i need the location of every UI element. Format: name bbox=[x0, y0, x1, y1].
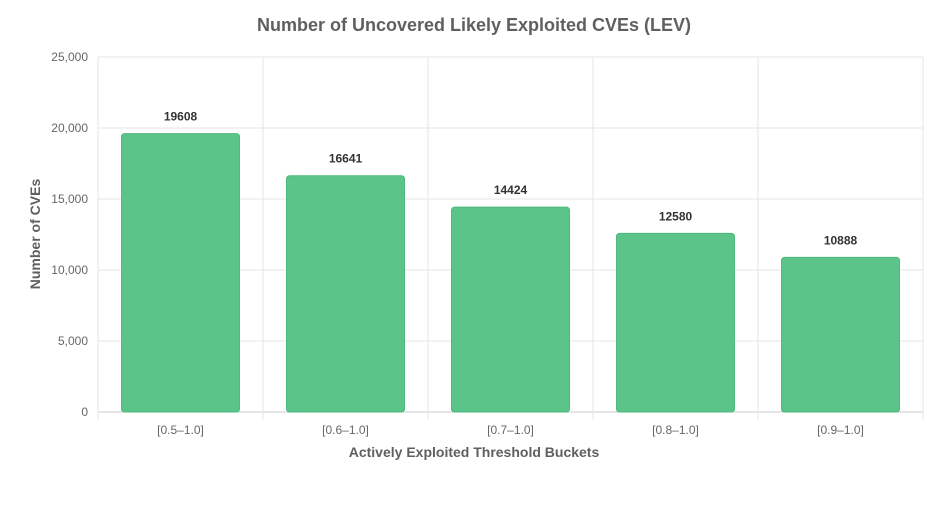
y-axis: 0 5,000 10,000 15,000 20,000 25,000 bbox=[51, 50, 88, 419]
bar bbox=[121, 133, 240, 413]
bar-value-label: 14424 bbox=[494, 183, 528, 197]
y-axis-title: Number of CVEs bbox=[27, 179, 43, 290]
x-axis: [0.5–1.0] [0.6–1.0] [0.7–1.0] [0.8–1.0] [0.9… bbox=[157, 423, 864, 437]
bar-value-label: 19608 bbox=[164, 110, 198, 124]
bar bbox=[616, 232, 735, 413]
y-tick-label: 15,000 bbox=[51, 192, 88, 206]
y-tick-label: 25,000 bbox=[51, 50, 88, 64]
chart-title: Number of Uncovered Likely Exploited CVE… bbox=[257, 15, 691, 35]
y-tick-label: 10,000 bbox=[51, 263, 88, 277]
x-axis-title: Actively Exploited Threshold Buckets bbox=[349, 444, 600, 460]
data-labels: 19608 16641 14424 12580 10888 bbox=[164, 110, 858, 248]
y-tick-label: 5,000 bbox=[58, 334, 88, 348]
y-tick-label: 0 bbox=[81, 405, 88, 419]
bars bbox=[121, 133, 900, 413]
x-tick-label: [0.8–1.0] bbox=[652, 423, 699, 437]
x-tick-label: [0.6–1.0] bbox=[322, 423, 369, 437]
bar-value-label: 10888 bbox=[824, 233, 858, 247]
x-tick-label: [0.7–1.0] bbox=[487, 423, 534, 437]
bar-value-label: 12580 bbox=[659, 209, 693, 223]
bar bbox=[781, 256, 900, 413]
bar bbox=[286, 175, 405, 413]
y-tick-label: 20,000 bbox=[51, 121, 88, 135]
bar-value-label: 16641 bbox=[329, 152, 363, 166]
x-tick-label: [0.9–1.0] bbox=[817, 423, 864, 437]
bar bbox=[451, 206, 570, 413]
x-tick-label: [0.5–1.0] bbox=[157, 423, 204, 437]
